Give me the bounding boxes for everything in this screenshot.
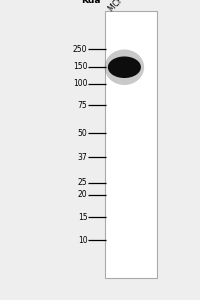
Ellipse shape bbox=[104, 50, 143, 85]
Text: 250: 250 bbox=[73, 45, 87, 54]
Text: 20: 20 bbox=[77, 190, 87, 199]
Text: 15: 15 bbox=[77, 213, 87, 222]
FancyBboxPatch shape bbox=[104, 11, 156, 278]
Text: 25: 25 bbox=[77, 178, 87, 187]
Text: 100: 100 bbox=[73, 80, 87, 88]
Text: 10: 10 bbox=[77, 236, 87, 244]
Ellipse shape bbox=[107, 56, 140, 78]
Text: 50: 50 bbox=[77, 129, 87, 138]
Text: 75: 75 bbox=[77, 101, 87, 110]
Text: 150: 150 bbox=[73, 62, 87, 71]
Text: Kda: Kda bbox=[81, 0, 100, 5]
Text: 37: 37 bbox=[77, 153, 87, 162]
Text: MCF-7 cells: MCF-7 cells bbox=[107, 0, 144, 14]
